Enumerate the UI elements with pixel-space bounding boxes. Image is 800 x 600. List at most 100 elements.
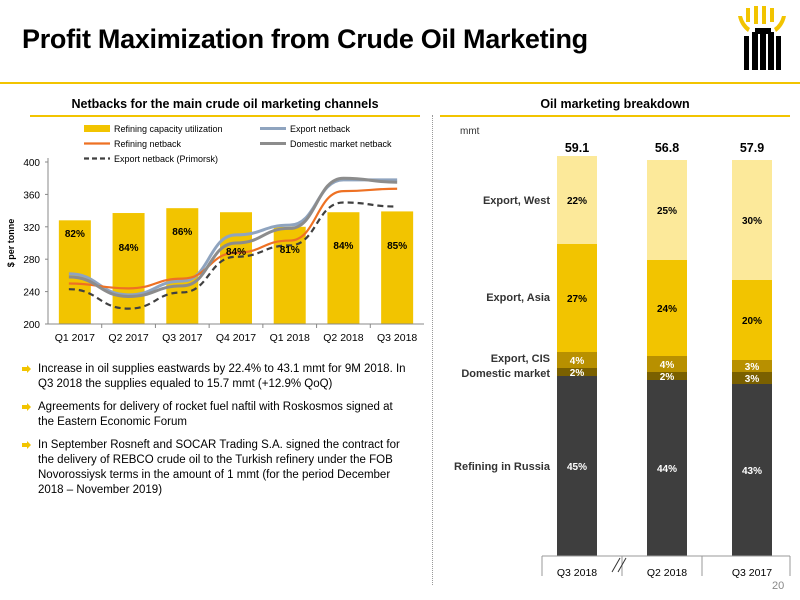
axis-break-mark bbox=[611, 557, 621, 573]
unit-label: mmt bbox=[460, 126, 480, 137]
category-label: Export, West bbox=[483, 195, 550, 207]
stack-segment bbox=[647, 356, 687, 372]
stack-segment bbox=[557, 368, 597, 376]
utilization-bar bbox=[381, 211, 414, 324]
stack-segment bbox=[557, 244, 597, 352]
total-label: 56.8 bbox=[655, 141, 679, 155]
right-section-rule bbox=[440, 115, 790, 117]
segment-label: 20% bbox=[742, 316, 762, 327]
bullet-item: Agreements for delivery of rocket fuel n… bbox=[22, 400, 408, 430]
x-tick-label: Q2 2017 bbox=[108, 332, 148, 344]
x-tick-label: Q2 2018 bbox=[647, 567, 687, 579]
stack-segment bbox=[732, 372, 772, 384]
series-line-1 bbox=[68, 178, 398, 297]
utilization-label: 86% bbox=[172, 227, 192, 238]
x-tick-label: Q3 2018 bbox=[377, 332, 417, 344]
stack-segment bbox=[557, 376, 597, 556]
segment-label: 3% bbox=[745, 374, 760, 385]
axis-break-mark bbox=[617, 557, 627, 573]
utilization-bar bbox=[166, 208, 199, 324]
x-tick-label: Q1 2017 bbox=[55, 332, 95, 344]
segment-label: 4% bbox=[570, 356, 585, 367]
page-title: Profit Maximization from Crude Oil Marke… bbox=[22, 24, 588, 54]
legend-label: Domestic market netback bbox=[290, 139, 392, 149]
right-section-heading: Oil marketing breakdown bbox=[540, 97, 690, 111]
y-tick-label: 240 bbox=[23, 288, 40, 299]
title-underline bbox=[0, 82, 800, 84]
y-tick-label: 360 bbox=[23, 190, 40, 201]
category-label: Domestic market bbox=[461, 368, 550, 380]
total-label: 57.9 bbox=[740, 141, 764, 155]
segment-label: 25% bbox=[657, 206, 677, 217]
utilization-bar bbox=[220, 212, 252, 324]
bullet-item: Increase in oil supplies eastwards by 22… bbox=[22, 362, 408, 392]
segment-label: 45% bbox=[567, 462, 587, 473]
category-label: Export, CIS bbox=[491, 353, 550, 365]
series-line-3 bbox=[68, 176, 398, 298]
segment-label: 43% bbox=[742, 466, 762, 477]
utilization-label: 82% bbox=[65, 229, 85, 240]
stack-segment bbox=[732, 280, 772, 360]
segment-label: 44% bbox=[657, 464, 677, 475]
series-line-2 bbox=[68, 187, 398, 290]
x-tick-label: Q3 2017 bbox=[162, 332, 202, 344]
legend-label: Refining capacity utilization bbox=[114, 124, 223, 134]
stack-segment bbox=[647, 160, 687, 260]
utilization-bar bbox=[327, 212, 360, 324]
y-axis-label: $ per tonne bbox=[6, 219, 16, 268]
bullet-text: Increase in oil supplies eastwards by 22… bbox=[38, 363, 406, 390]
bullet-item: In September Rosneft and SOCAR Trading S… bbox=[22, 438, 408, 498]
legend-swatch bbox=[84, 125, 110, 132]
segment-label: 30% bbox=[742, 216, 762, 227]
arrow-bullet-icon bbox=[22, 365, 31, 373]
x-tick-label: Q2 2018 bbox=[323, 332, 363, 344]
rosneft-logo bbox=[738, 6, 786, 70]
y-tick-label: 320 bbox=[23, 223, 40, 234]
arrow-bullet-icon bbox=[22, 403, 31, 411]
segment-label: 2% bbox=[570, 368, 585, 379]
y-tick-label: 200 bbox=[23, 320, 40, 331]
segment-label: 4% bbox=[660, 360, 675, 371]
legend-label: Refining netback bbox=[114, 139, 182, 149]
netback-chart: 82% 84% 86% 84% 81% 84% 85% 200 240 280 320 360 400… bbox=[6, 124, 424, 344]
y-tick-label: 280 bbox=[23, 255, 40, 266]
utilization-label: 81% bbox=[280, 245, 300, 256]
stack-segment bbox=[732, 384, 772, 556]
page-number: 20 bbox=[772, 580, 785, 592]
utilization-label: 85% bbox=[387, 241, 407, 252]
left-section-rule bbox=[30, 115, 420, 117]
stack-segment bbox=[732, 160, 772, 280]
x-tick-label: Q4 2017 bbox=[216, 332, 256, 344]
legend-label: Export netback (Primorsk) bbox=[114, 154, 218, 164]
x-tick-label: Q3 2017 bbox=[732, 567, 772, 579]
y-tick-label: 400 bbox=[23, 158, 40, 169]
section-divider bbox=[432, 115, 433, 585]
segment-label: 3% bbox=[745, 362, 760, 373]
segment-label: 22% bbox=[567, 196, 587, 207]
segment-label: 24% bbox=[657, 304, 677, 315]
left-section-heading: Netbacks for the main crude oil marketin… bbox=[71, 97, 379, 111]
stack-segment bbox=[647, 260, 687, 356]
series-line-4 bbox=[68, 201, 398, 310]
utilization-bar bbox=[58, 220, 91, 324]
total-label: 59.1 bbox=[565, 141, 589, 155]
x-tick-label: Q1 2018 bbox=[270, 332, 310, 344]
segment-label: 2% bbox=[660, 372, 675, 383]
stack-segment bbox=[732, 360, 772, 372]
utilization-bar bbox=[112, 213, 145, 324]
bullet-text: In September Rosneft and SOCAR Trading S… bbox=[38, 439, 400, 496]
stack-segment bbox=[557, 352, 597, 368]
category-label: Refining in Russia bbox=[454, 461, 551, 473]
bullet-text: Agreements for delivery of rocket fuel n… bbox=[38, 401, 393, 428]
segment-label: 27% bbox=[567, 294, 587, 305]
breakdown-chart: mmt45%2%4%27%22%59.144%2%4%24%25%56.843%… bbox=[454, 126, 791, 579]
bullet-list: Increase in oil supplies eastwards by 22… bbox=[22, 362, 408, 506]
utilization-label: 84% bbox=[119, 243, 139, 254]
x-tick-label: Q3 2018 bbox=[557, 567, 597, 579]
stack-segment bbox=[647, 372, 687, 380]
stack-segment bbox=[647, 380, 687, 556]
legend-label: Export netback bbox=[290, 124, 351, 134]
utilization-label: 84% bbox=[226, 247, 246, 258]
category-label: Export, Asia bbox=[486, 292, 551, 304]
stack-segment bbox=[557, 156, 597, 244]
